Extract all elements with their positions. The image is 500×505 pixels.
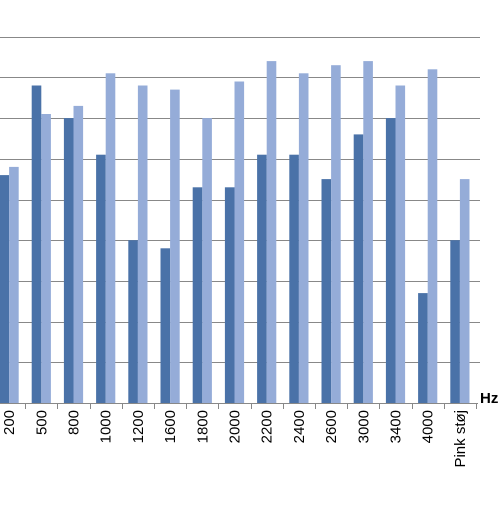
bar-series-1 xyxy=(192,187,203,403)
bar-series-2 xyxy=(9,166,19,403)
bar-series-1 xyxy=(0,175,10,403)
x-tick-label: 800 xyxy=(66,410,83,435)
bar-series-2 xyxy=(298,73,309,404)
x-axis-unit-label: Hz xyxy=(480,390,498,407)
bar-series-1 xyxy=(353,134,364,403)
x-tick-label: 500 xyxy=(33,410,50,435)
x-tick-label: 1600 xyxy=(162,410,179,443)
bar-series-1 xyxy=(289,154,299,403)
bar-series-2 xyxy=(331,65,341,403)
x-tick-label: 200 xyxy=(1,410,18,435)
bar-series-1 xyxy=(321,179,332,403)
x-tick-label: 2400 xyxy=(291,410,308,443)
x-tick-label: 1800 xyxy=(194,410,211,443)
x-tick-label: 1000 xyxy=(98,410,115,443)
bar-series-2 xyxy=(266,61,277,403)
bar-series-2 xyxy=(234,81,245,403)
x-axis xyxy=(0,403,478,409)
x-tick-label: 3000 xyxy=(355,410,372,443)
x-tick-label: Pink støj xyxy=(452,410,469,468)
x-tick-label: 3400 xyxy=(388,410,405,443)
bar-series-2 xyxy=(202,118,212,403)
x-tick-labels: 200 500 800 1000 1200 1600 1800 2000 2200 2400 260… xyxy=(1,410,469,468)
bar-series-1 xyxy=(128,240,138,403)
bar-series-2 xyxy=(73,105,84,404)
x-tick-label: 2200 xyxy=(259,410,276,443)
bar-series-1 xyxy=(257,154,267,403)
bar-series-2 xyxy=(105,73,116,404)
bar-series-1 xyxy=(96,154,106,403)
x-tick-label: 1200 xyxy=(130,410,147,443)
bar-series-1 xyxy=(224,187,235,403)
x-tick-label: 4000 xyxy=(420,410,437,443)
bar-series-1 xyxy=(63,118,74,403)
bar-series-2 xyxy=(41,114,51,403)
bar-series-1 xyxy=(31,85,42,403)
bar-series-2 xyxy=(137,85,148,403)
x-tick-label: 2000 xyxy=(227,410,244,443)
bar-series-1 xyxy=(160,248,171,403)
x-tick-label: 2600 xyxy=(323,410,340,443)
bar-series-2 xyxy=(459,179,470,403)
bar-series-1 xyxy=(418,293,428,403)
bar-series-2 xyxy=(170,89,180,403)
bar-series-1 xyxy=(385,118,396,403)
bar-series-2 xyxy=(395,85,406,403)
bar-series-1 xyxy=(450,240,460,403)
bar-series-2 xyxy=(427,69,438,404)
bar-series-2 xyxy=(363,61,373,403)
bars xyxy=(0,61,470,404)
